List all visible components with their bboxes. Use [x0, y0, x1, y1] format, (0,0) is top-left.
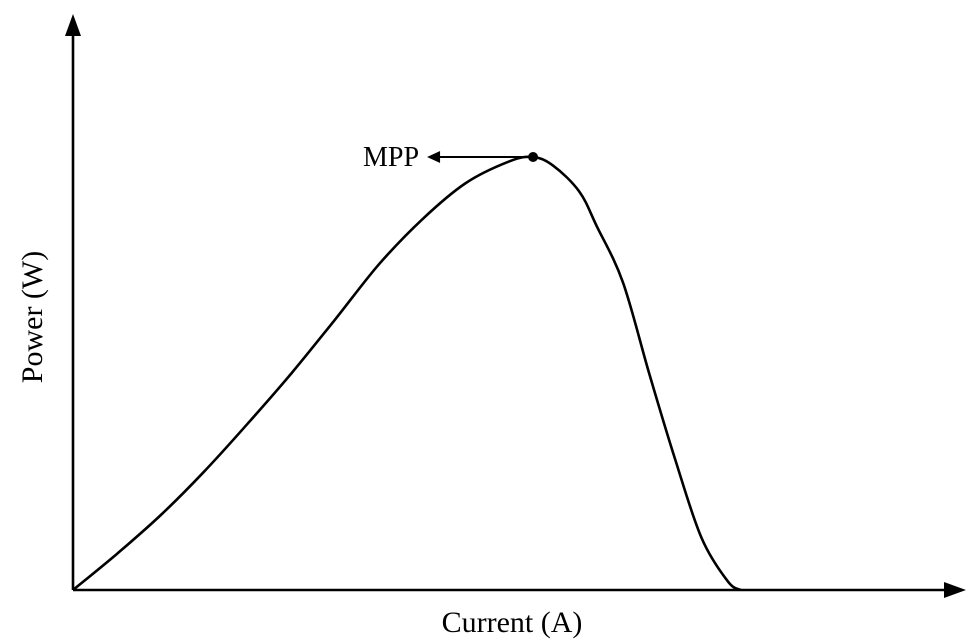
mpp-point: [528, 152, 539, 162]
x-axis-arrow-icon: [944, 582, 966, 598]
y-axis-arrow-icon: [65, 14, 81, 36]
y-axis-label: Power (W): [16, 251, 49, 383]
power-current-curve: [72, 155, 742, 592]
mpp-label: MPP: [363, 142, 419, 173]
x-axis-label: Current (A): [442, 606, 583, 639]
mpp-arrow-icon: [427, 151, 441, 163]
